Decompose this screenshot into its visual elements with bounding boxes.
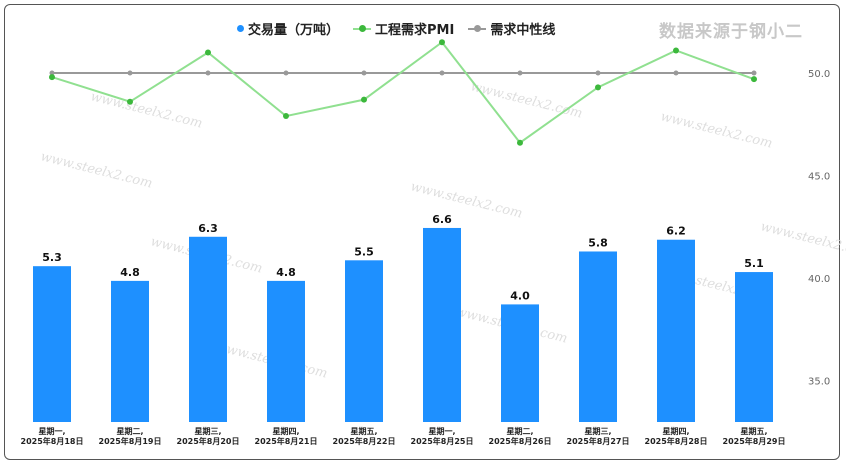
y-axis-tick-label: 45.0	[808, 172, 830, 183]
y-axis-tick-label: 50.0	[808, 69, 830, 80]
bar-value-label: 4.8	[120, 266, 140, 279]
pmi-point	[49, 74, 55, 81]
neutral-line-point	[517, 70, 523, 76]
pmi-point	[361, 96, 367, 103]
bar-value-label: 6.2	[666, 225, 686, 238]
bar-value-label: 5.8	[588, 236, 608, 249]
bar-value-label: 6.3	[198, 222, 218, 235]
pmi-point	[751, 76, 757, 83]
neutral-line-point	[49, 70, 55, 76]
volume-bar	[501, 304, 539, 422]
watermark-text: www.steelx2.com	[39, 149, 154, 191]
x-axis-label-day: 星期三,	[194, 426, 221, 436]
neutral-line-point	[127, 70, 133, 76]
x-axis-label-date: 2025年8月26日	[489, 436, 552, 446]
neutral-line-point	[205, 70, 211, 76]
watermark-text: www.steelx2.com	[89, 89, 204, 131]
x-axis-label-date: 2025年8月22日	[333, 436, 396, 446]
x-axis-label-day: 星期四,	[662, 426, 689, 436]
neutral-line-point	[361, 70, 367, 76]
bar-value-label: 5.5	[354, 245, 374, 258]
legend-item-pmi[interactable]: 工程需求PMI	[353, 19, 454, 38]
bar-value-label: 5.3	[42, 251, 62, 264]
x-axis-label-date: 2025年8月20日	[177, 436, 240, 446]
x-axis-label-date: 2025年8月19日	[99, 436, 162, 446]
chart-legend: 交易量（万吨） 工程需求PMI 需求中性线	[237, 19, 555, 38]
x-axis-label-date: 2025年8月27日	[567, 436, 630, 446]
x-axis-label-day: 星期二,	[506, 426, 533, 436]
volume-bar	[423, 227, 461, 422]
x-axis-label-day: 星期四,	[272, 426, 299, 436]
pmi-point	[283, 113, 289, 120]
pmi-series-marker-icon	[353, 24, 372, 32]
bar-series-marker-icon	[237, 25, 244, 32]
bar-value-label: 4.0	[510, 289, 530, 302]
x-axis-label-day: 星期一,	[38, 426, 65, 436]
legend-item-mid[interactable]: 需求中性线	[468, 19, 555, 38]
x-axis-label-day: 星期二,	[116, 426, 143, 436]
watermark-text: www.steelx2.com	[759, 219, 846, 261]
neutral-line-point	[439, 70, 445, 76]
x-axis-label-date: 2025年8月25日	[411, 436, 474, 446]
pmi-point	[205, 49, 211, 56]
volume-bar	[579, 251, 617, 422]
bar-value-label: 5.1	[744, 257, 764, 270]
volume-bar	[189, 236, 227, 422]
x-axis-label-date: 2025年8月21日	[255, 436, 318, 446]
pmi-line	[51, 40, 755, 145]
pmi-point	[595, 84, 601, 91]
pmi-point	[439, 39, 445, 46]
x-axis-label-date: 2025年8月28日	[645, 436, 708, 446]
pmi-point	[673, 47, 679, 54]
x-axis-label-day: 星期五,	[350, 426, 377, 436]
watermark-text: www.steelx2.com	[409, 179, 524, 221]
x-axis-label-date: 2025年8月18日	[21, 436, 84, 446]
volume-bar	[111, 280, 149, 422]
volume-bar	[345, 260, 383, 422]
x-axis-label-day: 星期五,	[740, 426, 767, 436]
volume-bar	[33, 266, 71, 422]
legend-label-mid: 需求中性线	[490, 23, 556, 38]
legend-label-pmi: 工程需求PMI	[375, 23, 455, 38]
volume-bar	[267, 280, 305, 422]
x-axis-label-day: 星期三,	[584, 426, 611, 436]
source-watermark: 数据来源于钢小二	[659, 22, 803, 42]
pmi-point	[517, 139, 523, 146]
bar-value-label: 6.6	[432, 213, 452, 226]
y-axis-tick-label: 40.0	[808, 274, 830, 285]
neutral-line-point	[751, 70, 757, 76]
neutral-line-point	[673, 70, 679, 76]
legend-item-volume[interactable]: 交易量（万吨）	[237, 19, 339, 38]
y-axis-tick-label: 35.0	[808, 377, 830, 388]
volume-bar	[657, 239, 695, 422]
x-axis-label-date: 2025年8月29日	[723, 436, 786, 446]
watermark-text: www.steelx2.com	[659, 109, 774, 151]
legend-label-volume: 交易量（万吨）	[248, 23, 340, 38]
mid-series-marker-icon	[468, 24, 487, 32]
pmi-point	[127, 98, 133, 105]
neutral-line-point	[595, 70, 601, 76]
volume-bar	[735, 272, 773, 422]
x-axis-label-day: 星期一,	[428, 426, 455, 436]
neutral-line-point	[283, 70, 289, 76]
bar-value-label: 4.8	[276, 266, 296, 279]
